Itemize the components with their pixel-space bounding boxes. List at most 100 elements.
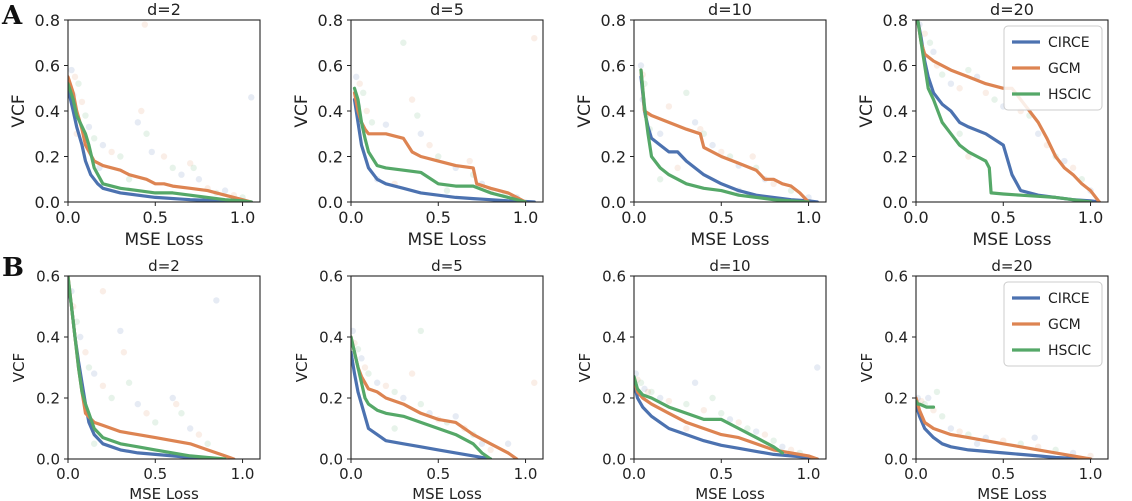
series-line-gcm <box>916 396 1093 459</box>
y-axis-label: VCF <box>293 353 311 382</box>
row-label-b: B <box>2 253 24 283</box>
y-axis-label: VCF <box>9 94 29 127</box>
legend: CIRCE GCM HSCIC <box>1003 25 1103 111</box>
x-tick-label: 0.5 <box>426 465 450 483</box>
scatter-point <box>178 410 185 417</box>
scatter-point <box>452 413 459 420</box>
panel-title: d=2 <box>147 0 181 19</box>
scatter-point <box>965 66 972 74</box>
panel-title: d=5 <box>431 257 463 275</box>
x-tick-label: 1.0 <box>796 208 821 227</box>
scatter-cloud <box>351 327 538 454</box>
scatter-point <box>363 107 370 115</box>
scatter-point <box>400 394 407 402</box>
scatter-point <box>173 400 180 408</box>
scatter-point <box>204 440 211 447</box>
series-line-hscic <box>634 375 784 455</box>
x-axis-label: MSE Loss <box>408 230 487 250</box>
scatter-point <box>697 126 704 133</box>
x-tick-label: 0.0 <box>622 465 646 483</box>
scatter-point <box>125 379 133 386</box>
scatter-point <box>190 164 197 172</box>
panel-a1: d=2 0.0 0.5 1.0 0.0 0.2 0.4 0.6 0.8 MSE Loss VCF <box>9 0 261 250</box>
scatter-point <box>400 39 407 46</box>
scatter-point <box>641 385 648 393</box>
scatter-point <box>991 96 998 103</box>
scatter-point <box>478 440 486 447</box>
legend-frame <box>1003 281 1103 367</box>
scatter-point <box>637 379 645 386</box>
series-line-hscic <box>639 68 811 202</box>
scatter-point <box>735 419 742 426</box>
x-tick-label: 0.5 <box>143 208 168 227</box>
scatter-point <box>947 425 955 432</box>
panel-title: d=20 <box>990 0 1034 19</box>
scatter-point <box>134 400 142 408</box>
x-tick-label: 1.0 <box>1079 465 1103 483</box>
y-tick-label: 0.8 <box>601 11 626 30</box>
x-tick-label: 1.0 <box>797 465 821 483</box>
series-line-hscic <box>68 276 227 459</box>
series-line-circe <box>639 75 819 202</box>
y-tick-label: 0.6 <box>602 267 626 285</box>
scatter-point <box>770 180 777 187</box>
y-tick-label: 0.4 <box>319 328 343 346</box>
y-tick-label: 0.0 <box>884 450 908 468</box>
series-line-hscic <box>916 20 1093 202</box>
scatter-point <box>761 431 769 438</box>
axes-frame <box>633 19 827 203</box>
scatter-point <box>169 394 176 402</box>
series-lines <box>916 396 1093 459</box>
series-line-hscic <box>916 399 936 409</box>
panel-a3: d=10 0.0 0.5 1.0 0.0 0.2 0.4 0.6 0.8 MSE Loss VCF <box>575 0 827 250</box>
series-lines <box>634 375 819 459</box>
scatter-point <box>718 410 725 417</box>
y-tick-label: 0.2 <box>319 389 343 407</box>
series-lines <box>351 335 519 459</box>
scatter-point <box>125 176 133 183</box>
y-tick-label: 0.0 <box>602 450 626 468</box>
y-tick-label: 0.0 <box>601 193 626 212</box>
panel-b3: d=10 0.0 0.5 1.0 0.0 0.2 0.4 0.6 MSE Loss VCF <box>576 257 827 501</box>
scatter-point <box>726 416 734 423</box>
scatter-point <box>82 349 89 356</box>
scatter-point <box>82 112 89 119</box>
scatter-point <box>134 119 142 126</box>
y-tick-label: 0.0 <box>319 450 343 468</box>
scatter-cloud <box>634 364 821 457</box>
scatter-point <box>248 94 255 101</box>
y-tick-label: 0.8 <box>883 11 908 30</box>
scatter-point <box>956 428 963 435</box>
scatter-point <box>709 394 716 402</box>
scatter-point <box>382 121 390 128</box>
scatter-point <box>108 148 115 156</box>
scatter-point <box>354 346 362 353</box>
series-line-gcm <box>634 378 819 459</box>
y-tick-label: 0.4 <box>883 102 908 121</box>
x-tick-label: 0.0 <box>904 465 928 483</box>
scatter-point <box>926 39 934 46</box>
scatter-point <box>360 89 367 97</box>
panel-title: d=20 <box>991 257 1032 275</box>
series-lines <box>352 86 536 202</box>
scatter-point <box>921 30 928 37</box>
scatter-point <box>973 440 981 447</box>
scatter-point <box>443 187 451 194</box>
y-tick-label: 0.4 <box>36 328 60 346</box>
y-tick-label: 0.4 <box>318 102 343 121</box>
scatter-point <box>90 440 98 447</box>
y-tick-label: 0.6 <box>36 267 60 285</box>
panel-title: d=10 <box>709 257 750 275</box>
scatter-point <box>417 327 425 335</box>
scatter-point <box>143 410 150 417</box>
y-tick-label: 0.2 <box>601 147 626 166</box>
panel-b4: d=20 0.0 0.5 1.0 0.0 0.2 0.4 0.6 MSE Loss VCF CIRC… <box>858 257 1109 501</box>
series-line-circe <box>634 381 819 459</box>
scatter-point <box>169 164 176 172</box>
row-label-a: A <box>1 1 23 31</box>
scatter-cloud <box>68 288 220 447</box>
scatter-point <box>391 425 398 432</box>
series-line-circe <box>68 280 218 459</box>
